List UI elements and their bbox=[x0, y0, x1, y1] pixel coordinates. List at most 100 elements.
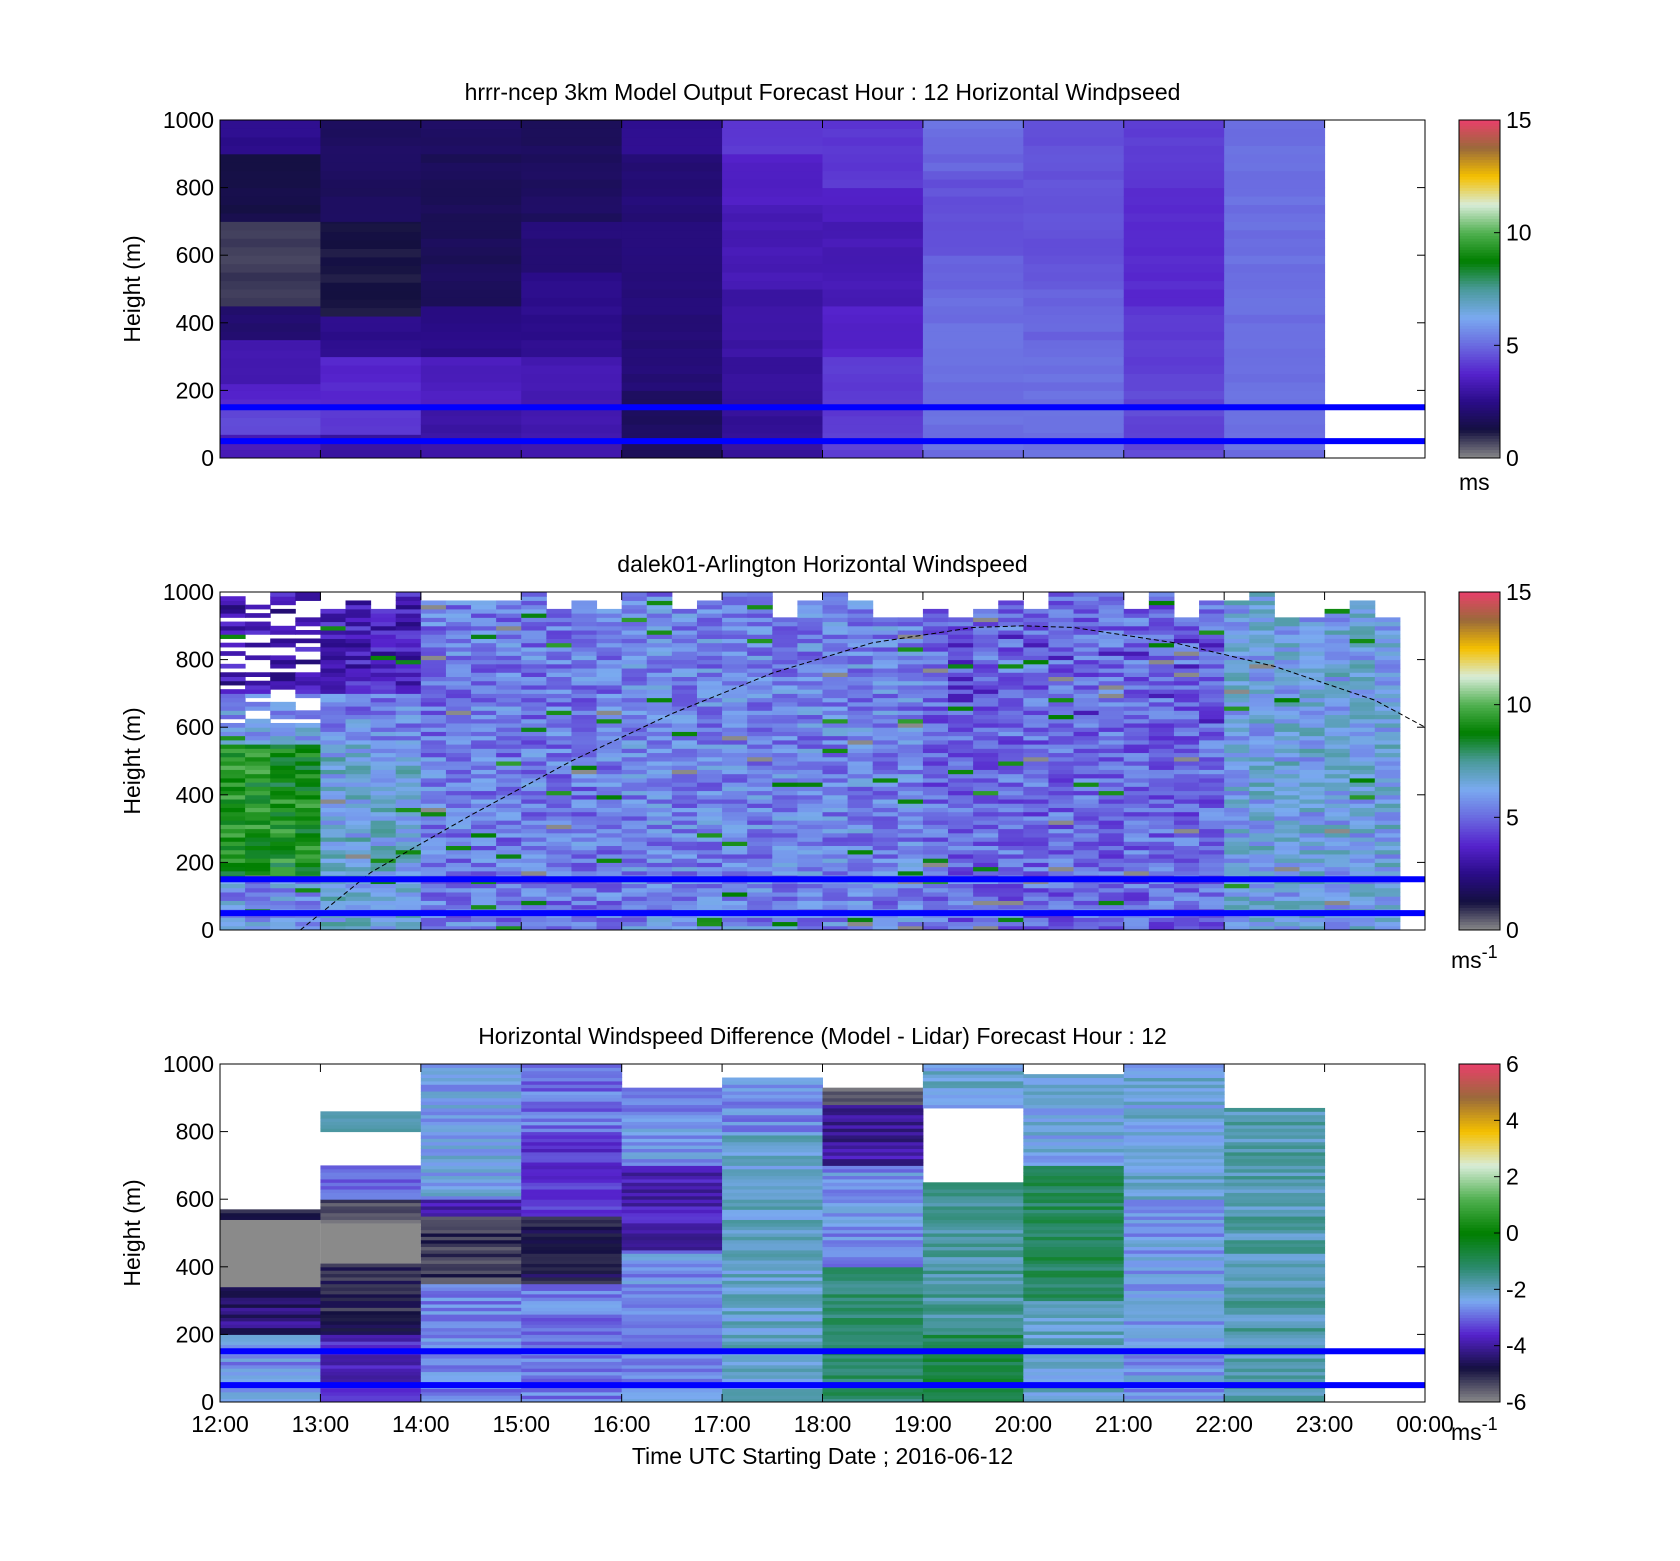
heatmap-cell bbox=[1199, 630, 1225, 635]
heatmap-cell bbox=[220, 1358, 321, 1362]
heatmap-cell bbox=[1123, 786, 1150, 792]
heatmap-cell bbox=[722, 196, 823, 205]
colorbar-swatch bbox=[1459, 334, 1500, 338]
heatmap-cell bbox=[546, 900, 572, 906]
heatmap-cell bbox=[973, 689, 999, 694]
heatmap-cell bbox=[696, 714, 723, 720]
heatmap-cell bbox=[922, 706, 949, 711]
heatmap-cell bbox=[1299, 634, 1326, 639]
heatmap-cell bbox=[1123, 204, 1225, 214]
heatmap-cell bbox=[797, 769, 823, 775]
heatmap-cell bbox=[747, 744, 773, 749]
heatmap-cell bbox=[320, 187, 422, 197]
heatmap-cell bbox=[822, 1297, 924, 1302]
heatmap-cell bbox=[1023, 739, 1049, 745]
heatmap-cell bbox=[847, 701, 874, 707]
colorbar-swatch bbox=[1459, 455, 1500, 459]
heatmap-cell bbox=[822, 748, 849, 754]
heatmap-cell bbox=[822, 1229, 924, 1234]
heatmap-cell bbox=[797, 735, 823, 741]
heatmap-cell bbox=[370, 756, 397, 762]
heatmap-cell bbox=[220, 820, 246, 825]
heatmap-cell bbox=[496, 655, 522, 661]
heatmap-cell bbox=[1023, 697, 1049, 703]
heatmap-cell bbox=[696, 828, 723, 834]
heatmap-cell bbox=[1098, 689, 1125, 694]
heatmap-cell bbox=[722, 613, 748, 618]
heatmap-cell bbox=[220, 280, 321, 290]
heatmap-cell bbox=[521, 1209, 623, 1214]
heatmap-cell bbox=[370, 735, 397, 741]
heatmap-cell bbox=[747, 727, 773, 732]
heatmap-cell bbox=[1249, 870, 1275, 876]
heatmap-cell bbox=[1274, 862, 1300, 868]
heatmap-cell bbox=[872, 672, 899, 677]
heatmap-cell bbox=[521, 1395, 623, 1400]
heatmap-cell bbox=[621, 925, 648, 931]
heatmap-cell bbox=[847, 845, 874, 851]
heatmap-cell bbox=[1173, 921, 1200, 927]
heatmap-cell bbox=[1023, 272, 1125, 282]
heatmap-cell bbox=[1073, 744, 1100, 749]
heatmap-cell bbox=[1224, 807, 1250, 813]
heatmap-cell bbox=[521, 365, 623, 374]
heatmap-cell bbox=[722, 1337, 823, 1342]
heatmap-cell bbox=[521, 790, 547, 796]
heatmap-cell bbox=[722, 339, 823, 349]
heatmap-cell bbox=[270, 592, 296, 597]
colorbar-swatch bbox=[1459, 190, 1500, 194]
heatmap-cell bbox=[320, 1310, 422, 1315]
heatmap-cell bbox=[370, 710, 397, 716]
heatmap-cell bbox=[521, 238, 623, 248]
heatmap-cell bbox=[420, 1226, 522, 1231]
heatmap-cell bbox=[1299, 883, 1326, 889]
heatmap-cell bbox=[1123, 246, 1225, 256]
heatmap-cell bbox=[1199, 651, 1225, 656]
heatmap-cell bbox=[1048, 596, 1075, 601]
heatmap-cell bbox=[872, 634, 899, 639]
heatmap-cell bbox=[1349, 727, 1376, 732]
heatmap-cell bbox=[420, 289, 522, 298]
heatmap-cell bbox=[245, 921, 271, 927]
heatmap-cell bbox=[1324, 786, 1351, 792]
heatmap-cell bbox=[420, 1087, 522, 1092]
heatmap-cell bbox=[897, 693, 924, 699]
heatmap-cell bbox=[295, 790, 321, 796]
heatmap-cell bbox=[671, 659, 698, 665]
heatmap-cell bbox=[320, 706, 347, 711]
heatmap-cell bbox=[621, 1263, 723, 1268]
heatmap-cell bbox=[646, 845, 673, 851]
heatmap-cell bbox=[1349, 663, 1376, 669]
heatmap-cell bbox=[496, 883, 522, 889]
heatmap-cell bbox=[521, 170, 623, 180]
heatmap-cell bbox=[546, 896, 572, 901]
heatmap-cell bbox=[621, 1276, 723, 1281]
heatmap-cell bbox=[646, 592, 673, 597]
heatmap-cell bbox=[897, 676, 924, 682]
heatmap-cell bbox=[696, 701, 723, 707]
heatmap-cell bbox=[220, 790, 246, 796]
heatmap-cell bbox=[872, 904, 899, 910]
heatmap-cell bbox=[546, 803, 572, 808]
heatmap-cell bbox=[270, 811, 296, 817]
heatmap-cell bbox=[772, 794, 798, 800]
colorbar-swatch bbox=[1459, 617, 1500, 621]
heatmap-cell bbox=[621, 1293, 723, 1298]
heatmap-cell bbox=[1324, 794, 1351, 800]
heatmap-cell bbox=[1324, 824, 1351, 830]
heatmap-cell bbox=[295, 858, 321, 863]
heatmap-cell bbox=[948, 689, 974, 694]
heatmap-cell bbox=[1048, 655, 1075, 661]
heatmap-cell bbox=[1224, 373, 1326, 383]
heatmap-cell bbox=[621, 832, 648, 838]
heatmap-cell bbox=[445, 625, 472, 631]
heatmap-cell bbox=[395, 617, 422, 623]
heatmap-cell bbox=[948, 896, 974, 901]
heatmap-cell bbox=[1073, 777, 1100, 783]
heatmap-cell bbox=[445, 799, 472, 804]
heatmap-cell bbox=[696, 600, 723, 606]
heatmap-cell bbox=[1299, 617, 1326, 623]
heatmap-cell bbox=[521, 1128, 623, 1133]
heatmap-cell bbox=[546, 642, 572, 648]
heatmap-cell bbox=[1249, 761, 1275, 766]
